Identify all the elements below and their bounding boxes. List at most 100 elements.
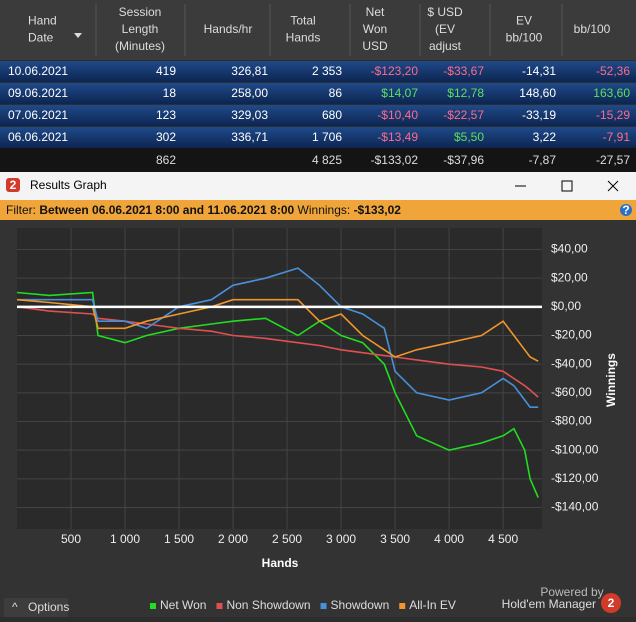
x-tick-label: 3 000 <box>326 532 356 546</box>
column-header: Length <box>122 22 159 36</box>
column-header: Date <box>28 31 54 45</box>
legend-label: All-In EV <box>409 598 456 612</box>
column-header: Hand <box>28 14 57 28</box>
table-cell: 09.06.2021 <box>8 86 68 100</box>
table-cell: -$123,20 <box>371 64 419 78</box>
x-tick-label: 3 500 <box>380 532 410 546</box>
table-cell: 148,60 <box>519 86 556 100</box>
help-icon[interactable] <box>620 204 632 216</box>
legend-swatch <box>150 603 156 609</box>
winnings-value: -$133,02 <box>354 203 402 217</box>
x-tick-label: 4 500 <box>488 532 518 546</box>
column-header: (EV <box>435 22 455 36</box>
column-header: bb/100 <box>574 22 611 36</box>
column-header: adjust <box>429 39 462 53</box>
column-header: $ USD <box>427 5 463 19</box>
column-header: Session <box>119 5 162 19</box>
table-cell: 1 706 <box>312 130 342 144</box>
column-header: Total <box>290 14 315 28</box>
table-cell: 419 <box>156 64 176 78</box>
total-cell: -7,87 <box>529 153 557 167</box>
table-cell: 18 <box>163 86 177 100</box>
brand: Hold'em Manager <box>502 597 596 611</box>
column-header: Hands <box>286 31 321 45</box>
table-cell: 336,71 <box>231 130 268 144</box>
column-header: (Minutes) <box>115 39 165 53</box>
table-cell: 10.06.2021 <box>8 64 68 78</box>
table-cell: $14,07 <box>381 86 418 100</box>
table-row <box>0 105 636 126</box>
total-cell: 4 825 <box>312 153 342 167</box>
table-cell: 680 <box>322 108 342 122</box>
column-header: EV <box>516 14 532 28</box>
table-cell: -7,91 <box>603 130 631 144</box>
filter-bar <box>0 200 636 220</box>
y-tick-label: -$100,00 <box>551 442 599 456</box>
y-tick-label: $40,00 <box>551 242 588 256</box>
y-tick-label: -$60,00 <box>551 385 592 399</box>
legend-label: Net Won <box>160 598 206 612</box>
total-cell: -$37,96 <box>443 153 484 167</box>
x-tick-label: 4 000 <box>434 532 464 546</box>
legend-label: Non Showdown <box>226 598 310 612</box>
column-header: USD <box>362 39 388 53</box>
table-cell: $12,78 <box>447 86 484 100</box>
options-label: Options <box>28 600 69 614</box>
totals-row <box>0 148 636 172</box>
legend-label: Showdown <box>331 598 390 612</box>
table-cell: 326,81 <box>231 64 268 78</box>
app-icon <box>6 178 20 192</box>
table-row <box>0 127 636 148</box>
table-cell: -52,36 <box>596 64 630 78</box>
y-tick-label: -$120,00 <box>551 471 599 485</box>
legend-swatch <box>399 603 406 609</box>
column-header: Hands/hr <box>204 22 253 36</box>
close-button[interactable] <box>607 180 619 192</box>
table-cell: 86 <box>329 86 343 100</box>
total-cell: 862 <box>156 153 176 167</box>
table-cell: -$33,67 <box>443 64 484 78</box>
total-cell: -27,57 <box>596 153 630 167</box>
options-caret: ^ <box>12 600 18 614</box>
series-line <box>16 298 539 362</box>
y-tick-label: $20,00 <box>551 270 588 284</box>
sort-arrow <box>74 33 82 38</box>
column-header: bb/100 <box>506 31 543 45</box>
table-cell: 258,00 <box>231 86 268 100</box>
table-cell: -$13,49 <box>377 130 418 144</box>
maximize-button[interactable] <box>561 180 573 192</box>
table-cell: $5,50 <box>454 130 484 144</box>
table-header <box>0 0 636 60</box>
table-cell: -15,29 <box>596 108 630 122</box>
y-axis-label: Winnings <box>604 353 618 407</box>
brand-logo-glyph: 2 <box>608 596 615 610</box>
powered-by: Powered by <box>540 585 603 599</box>
x-tick-label: 2 500 <box>272 532 302 546</box>
table-cell: 2 353 <box>312 64 342 78</box>
winnings-label: Winnings: <box>298 203 351 217</box>
table-cell: 329,03 <box>231 108 268 122</box>
series-line <box>17 267 539 408</box>
x-tick-label: 1 500 <box>164 532 194 546</box>
legend-swatch <box>216 603 223 609</box>
table-cell: -14,31 <box>522 64 556 78</box>
title-bar <box>0 172 636 200</box>
y-tick-label: -$80,00 <box>551 414 592 428</box>
filter: Filter: Between 06.06.2021 8:00 and 11.0… <box>6 203 401 217</box>
x-tick-label: 2 000 <box>218 532 248 546</box>
options-button[interactable] <box>4 598 68 617</box>
legend-swatch <box>320 603 327 609</box>
total-cell: -$133,02 <box>371 153 419 167</box>
x-tick-label: 500 <box>61 532 81 546</box>
app-icon-glyph: 2 <box>10 178 17 192</box>
table-cell: -$22,57 <box>443 108 484 122</box>
table-cell: -33,19 <box>522 108 556 122</box>
table-row <box>0 61 636 82</box>
table-row <box>0 83 636 104</box>
table-cell: 07.06.2021 <box>8 108 68 122</box>
filter-text: Between 06.06.2021 8:00 and 11.06.2021 8… <box>39 203 294 217</box>
y-tick-label: -$20,00 <box>551 328 592 342</box>
filter-label: Filter: <box>6 203 36 217</box>
table-cell: -$10,40 <box>377 108 418 122</box>
